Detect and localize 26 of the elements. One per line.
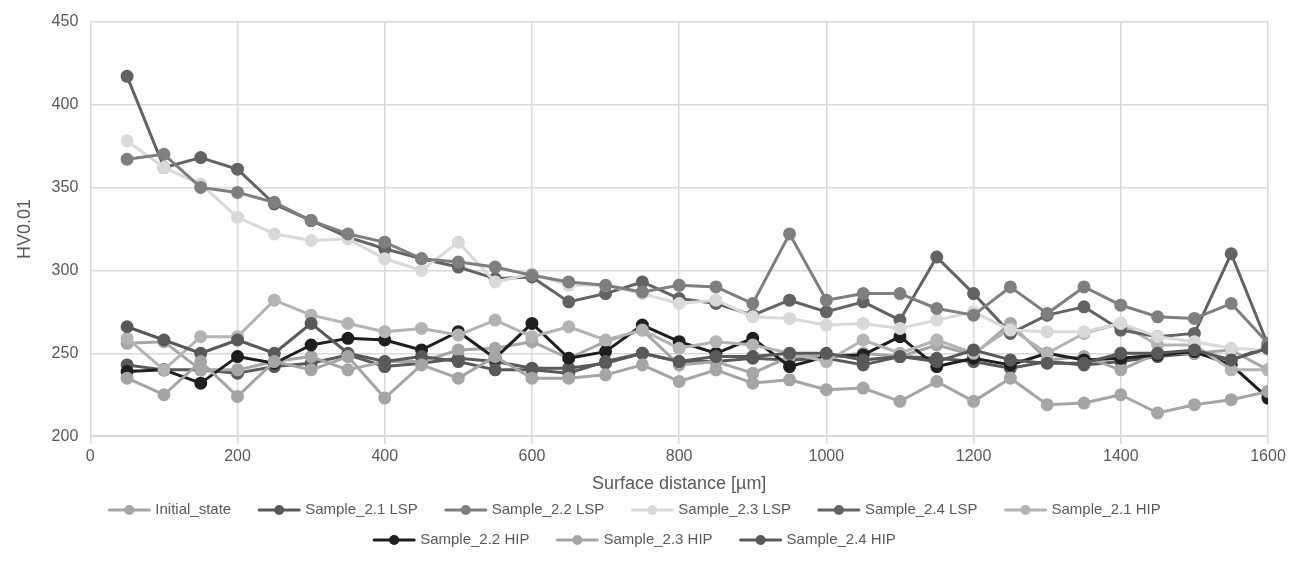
legend-label: Sample_2.1 LSP [305,500,418,518]
x-axis-title: Surface distance [µm] [591,473,767,494]
legend-label: Sample_2.3 HIP [603,530,713,548]
x-tick-label: 0 [85,447,95,465]
x-tick-label: 1400 [1102,447,1139,465]
x-tick-label: 1000 [808,447,845,465]
x-tick-label: 800 [665,447,693,465]
legend-label: Sample_2.3 LSP [678,500,791,518]
legend-label: Sample_2.4 LSP [864,500,978,518]
y-tick-label: 400 [51,94,79,112]
x-tick-label: 200 [224,447,251,465]
x-tick-label: 1200 [955,447,992,465]
legend-label: Sample_2.4 HIP [786,530,896,548]
y-tick-label: 300 [51,260,79,278]
legend-label: Sample_2.2 LSP [491,500,605,518]
x-tick-label: 400 [371,447,399,465]
y-tick-label: 250 [51,343,79,361]
legend-label: Sample_2.1 HIP [1051,500,1161,518]
y-axis-title: HV0.01 [13,198,34,259]
legend-label: Initial_state [155,500,232,518]
y-tick-label: 200 [51,426,79,444]
y-tick-label: 350 [51,177,79,195]
y-tick-label: 450 [51,12,79,30]
x-tick-label: 1600 [1250,447,1286,465]
x-tick-label: 600 [518,447,546,465]
legend-label: Sample_2.2 HIP [420,530,530,548]
